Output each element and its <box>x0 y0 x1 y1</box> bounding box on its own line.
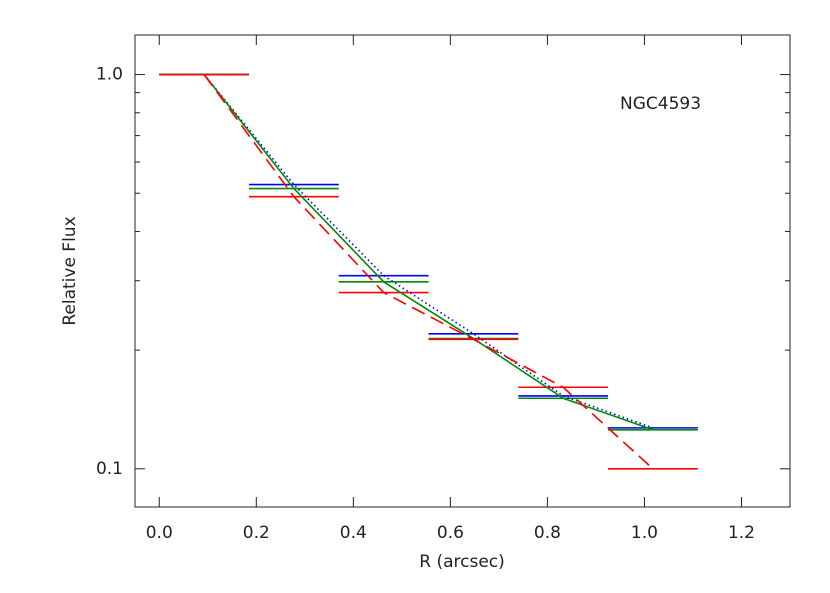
x-axis-label: R (arcsec) <box>419 552 505 572</box>
x-tick-label: 0.4 <box>340 523 367 543</box>
annotation: NGC4593 <box>620 94 701 114</box>
model-curve <box>203 74 654 429</box>
x-tick-label: 0.8 <box>534 523 561 543</box>
x-tick-label: 0.6 <box>437 523 464 543</box>
model-curve <box>203 74 654 470</box>
y-axis-label: Relative Flux <box>60 216 80 325</box>
y-tick-label: 1.0 <box>96 65 123 85</box>
plot-frame <box>134 34 791 508</box>
x-tick-label: 1.2 <box>728 523 755 543</box>
model-curve <box>203 74 654 431</box>
y-tick-label: 0.1 <box>96 459 123 479</box>
x-tick-label: 1.0 <box>631 523 658 543</box>
x-tick-label: 0.0 <box>146 523 173 543</box>
x-tick-label: 0.2 <box>243 523 270 543</box>
